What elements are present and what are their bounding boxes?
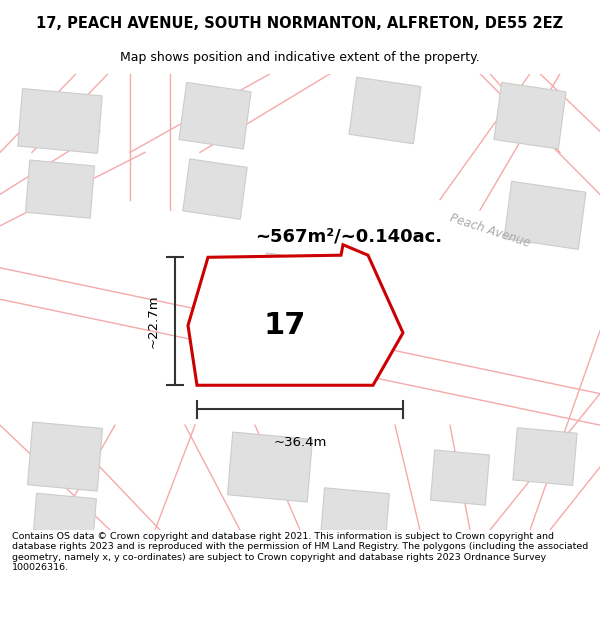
Polygon shape	[34, 493, 97, 535]
Polygon shape	[28, 422, 103, 491]
Polygon shape	[227, 432, 313, 502]
Polygon shape	[431, 450, 490, 505]
Polygon shape	[179, 82, 251, 149]
Polygon shape	[349, 77, 421, 144]
Polygon shape	[320, 488, 389, 541]
Text: ~567m²/~0.140ac.: ~567m²/~0.140ac.	[255, 228, 442, 246]
Text: Peach Avenue: Peach Avenue	[448, 212, 532, 250]
Polygon shape	[183, 159, 247, 219]
Polygon shape	[504, 181, 586, 249]
Polygon shape	[25, 160, 95, 218]
Polygon shape	[513, 428, 577, 486]
Text: ~22.7m: ~22.7m	[146, 294, 160, 348]
Polygon shape	[259, 253, 331, 314]
Text: Contains OS data © Crown copyright and database right 2021. This information is : Contains OS data © Crown copyright and d…	[12, 532, 588, 572]
Text: 17, PEACH AVENUE, SOUTH NORMANTON, ALFRETON, DE55 2EZ: 17, PEACH AVENUE, SOUTH NORMANTON, ALFRE…	[37, 16, 563, 31]
Text: 17: 17	[264, 311, 306, 340]
Text: ~36.4m: ~36.4m	[274, 436, 326, 449]
Polygon shape	[188, 245, 403, 385]
Text: Map shows position and indicative extent of the property.: Map shows position and indicative extent…	[120, 51, 480, 64]
Polygon shape	[494, 82, 566, 149]
Polygon shape	[18, 89, 102, 153]
